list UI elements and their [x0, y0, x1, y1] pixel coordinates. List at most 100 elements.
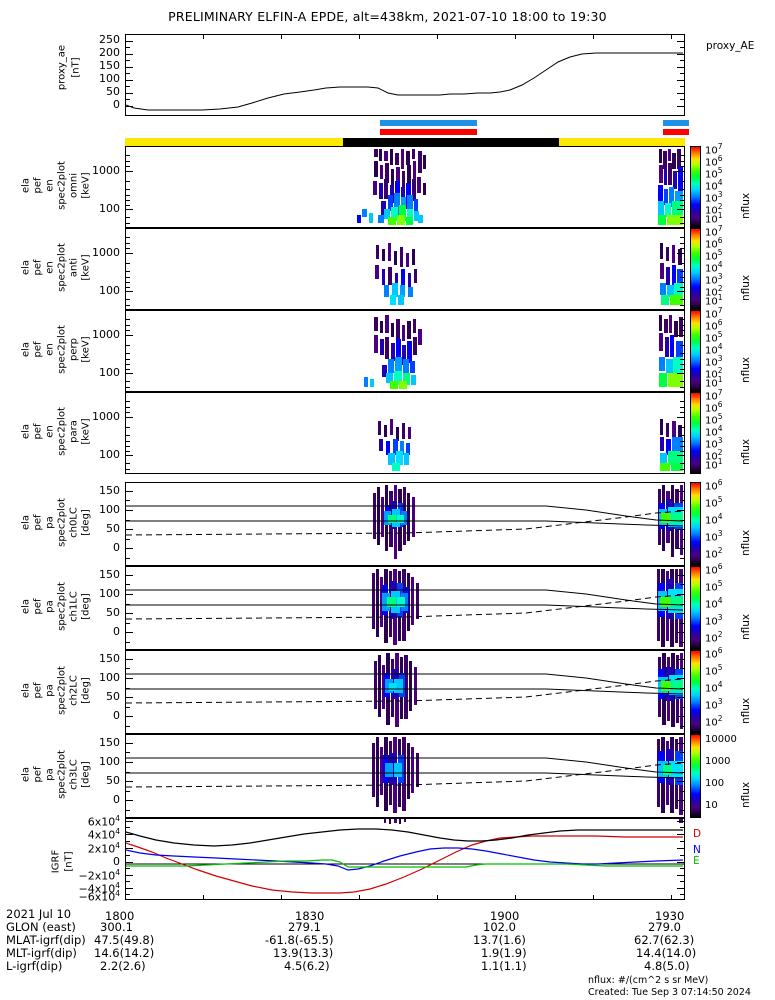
cb-ch2lc-t3: 103 — [705, 697, 723, 712]
cb-ch1lc-t3: 103 — [705, 613, 723, 628]
spec-omni-label-pef: pef — [32, 177, 44, 194]
footer-units-note: nflux: #/(cm^2 s sr MeV) — [588, 975, 709, 986]
cb-anti-t3: 104 — [705, 260, 723, 275]
cb-ch0lc-t1: 105 — [705, 495, 723, 510]
cb-anti-t0: 107 — [705, 224, 723, 239]
footer-c4-l: 4.8(5.0) — [644, 959, 690, 973]
cb-omni-t5: 102 — [705, 202, 723, 217]
cb-ch1lc-t4: 102 — [705, 630, 723, 645]
colorbar-perp — [690, 310, 701, 392]
colorbar-ch1lc — [690, 566, 701, 650]
colorbar-anti — [690, 228, 701, 310]
pa-ch2lc-label-pef: pef — [32, 682, 44, 699]
status-bar-red-2 — [663, 129, 689, 135]
proxy-ae-right-label: proxy_AE — [706, 40, 755, 52]
spec-perp-ytick-1000: 1000 — [92, 328, 120, 341]
footer-c1-mlat: 47.5(49.8) — [94, 933, 155, 947]
footer-c2-mlat: -61.8(-65.5) — [265, 933, 334, 947]
proxy-ae-ytick-150: 150 — [99, 59, 120, 72]
status-bar-black — [343, 138, 559, 146]
pa-ch2lc-label-spec2plot: spec2plot — [56, 666, 68, 715]
cb-perp-t0: 107 — [705, 306, 723, 321]
igrf-ytick-0: 0 — [113, 855, 120, 868]
spec-anti-label-pef: pef — [32, 259, 44, 276]
cb-ch3lc-t0: 10000 — [705, 734, 737, 745]
cb-ch2lc-t2: 104 — [705, 680, 723, 695]
igrf-curves — [126, 819, 684, 894]
cb-ch3lc-t1: 1000 — [705, 756, 731, 767]
pa-ch3lc-ytick-100: 100 — [99, 755, 120, 768]
pa-ch1lc-ytick-50: 50 — [106, 606, 120, 619]
colorbar-para — [690, 392, 701, 474]
proxy-ae-ytick-250: 250 — [99, 33, 120, 46]
cb-omni-t2: 105 — [705, 166, 723, 181]
spec-anti-label-en: en — [44, 261, 56, 274]
footer-c3-mlat: 13.7(1.6) — [473, 933, 526, 947]
colorbar-ch3lc — [690, 734, 701, 818]
pa-ch2lc-label-ela: ela — [20, 682, 32, 699]
pa-ch1lc-data — [126, 569, 684, 647]
spec-omni-label-en: en — [44, 179, 56, 192]
pa-ch1lc-ytick-0: 0 — [113, 625, 120, 638]
footer-c1-mlt: 14.6(14.2) — [94, 946, 155, 960]
pa-ch0lc-ytick-50: 50 — [106, 522, 120, 535]
spec-omni-ytick-1000: 1000 — [92, 164, 120, 177]
pa-ch0lc-data — [126, 485, 684, 559]
footer-c3-mlt: 1.9(1.9) — [481, 946, 527, 960]
cb-ch2lc-t0: 106 — [705, 646, 723, 661]
igrf-ytick-m2: −2x104 — [78, 868, 120, 883]
cb-ch0lc-t0: 106 — [705, 478, 723, 493]
colorbar-ch0lc — [690, 482, 701, 566]
cb-ch1lc-label: nflux — [740, 613, 752, 640]
igrf-ytick-m6: −6x104 — [78, 889, 120, 904]
cb-ch3lc-t3: 10 — [705, 800, 718, 811]
pa-ch1lc-label-pa: pa — [44, 600, 56, 613]
cb-anti-t4: 103 — [705, 272, 723, 287]
pa-ch0lc-label-ela: ela — [20, 514, 32, 531]
spec-anti-label-spec2plot: spec2plot — [56, 243, 68, 292]
cb-ch2lc-t1: 105 — [705, 663, 723, 678]
colorbar-ch2lc — [690, 650, 701, 734]
spec-para-ytick-100: 100 — [99, 448, 120, 461]
cb-ch1lc-t2: 104 — [705, 596, 723, 611]
pa-panel-ch1lc — [125, 566, 685, 650]
igrf-panel — [125, 818, 685, 900]
cb-anti-t1: 106 — [705, 236, 723, 251]
footer-c1-glon: 300.1 — [100, 920, 133, 934]
cb-perp-t5: 102 — [705, 366, 723, 381]
pa-ch2lc-data — [126, 653, 684, 729]
spec-panel-perp — [125, 310, 685, 392]
cb-ch1lc-t1: 105 — [705, 579, 723, 594]
pa-ch1lc-label-spec2plot: spec2plot — [56, 582, 68, 631]
status-bar-red-1 — [380, 129, 477, 135]
spec-omni-data — [357, 149, 683, 225]
spec-para-label-pef: pef — [32, 423, 44, 440]
cb-ch0lc-t2: 104 — [705, 512, 723, 527]
cb-omni-t4: 103 — [705, 190, 723, 205]
xtick-1930: 1930 — [655, 909, 685, 923]
igrf-legend-n: N — [693, 844, 701, 856]
cb-ch0lc-t3: 103 — [705, 529, 723, 544]
xtick-1800: 1800 — [105, 909, 135, 923]
cb-omni-t1: 106 — [705, 154, 723, 169]
proxy-ae-curve — [126, 52, 683, 111]
footer-row-label-date: 2021 Jul 10 — [6, 907, 72, 921]
pa-ch2lc-ytick-0: 0 — [113, 709, 120, 722]
spec-para-ytick-1000: 1000 — [92, 410, 120, 423]
footer-row-label-l: L-igrf(dip) — [6, 959, 63, 973]
cb-ch2lc-label: nflux — [740, 697, 752, 724]
pa-ch3lc-label-pa: pa — [44, 768, 56, 781]
spec-para-label-spec2plot: spec2plot — [56, 407, 68, 456]
proxy-ae-panel — [125, 34, 685, 116]
footer-row-label-mlt: MLT-igrf(dip) — [6, 946, 77, 960]
spec-perp-label-en: en — [44, 343, 56, 356]
spec-perp-ytick-100: 100 — [99, 366, 120, 379]
igrf-legend-e: E — [693, 855, 700, 867]
cb-omni-label: nflux — [740, 192, 752, 219]
cb-perp-label: nflux — [740, 356, 752, 383]
cb-para-t0: 107 — [705, 388, 723, 403]
footer-c2-mlt: 13.9(13.3) — [273, 946, 334, 960]
spec-anti-ytick-1000: 1000 — [92, 246, 120, 259]
pa-ch0lc-label-pef: pef — [32, 514, 44, 531]
pa-ch1lc-label-pef: pef — [32, 598, 44, 615]
